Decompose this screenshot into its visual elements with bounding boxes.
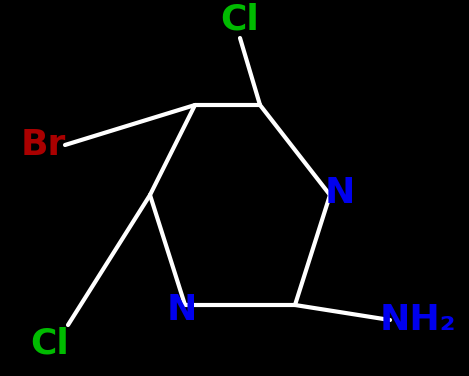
Text: Br: Br — [20, 128, 66, 162]
Text: Cl: Cl — [30, 326, 69, 360]
Text: Cl: Cl — [220, 3, 259, 37]
Text: NH₂: NH₂ — [380, 303, 456, 337]
Text: N: N — [167, 293, 197, 327]
Text: N: N — [325, 176, 355, 210]
